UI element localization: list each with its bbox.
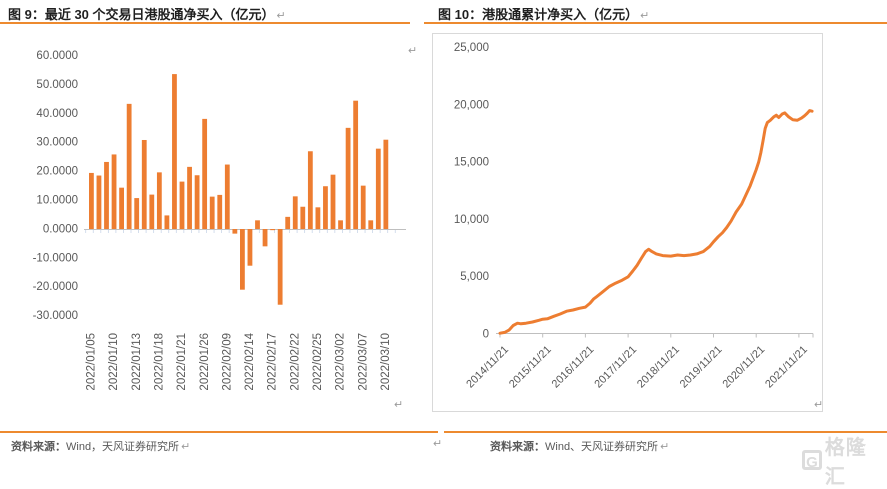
svg-text:5,000: 5,000 (460, 271, 489, 283)
svg-text:2022/01/26: 2022/01/26 (199, 333, 211, 391)
svg-text:2022/02/14: 2022/02/14 (244, 332, 256, 390)
svg-text:0: 0 (483, 329, 489, 341)
svg-text:15,000: 15,000 (454, 157, 489, 169)
paragraph-mark-icon: ↵ (394, 399, 404, 411)
source-text: Wind，天风证券研究所 (66, 441, 180, 453)
svg-text:20.0000: 20.0000 (36, 166, 78, 178)
gelonghui-watermark: G 格隆汇 (802, 431, 887, 489)
source-text: Wind、天风证券研究所 (545, 441, 659, 453)
svg-text:2022/03/07: 2022/03/07 (357, 333, 369, 391)
svg-text:2018/11/21: 2018/11/21 (635, 344, 682, 391)
svg-text:2022/01/18: 2022/01/18 (153, 333, 165, 391)
svg-text:2022/02/22: 2022/02/22 (289, 333, 301, 391)
figure10-title-rule (424, 22, 887, 24)
svg-text:2022/01/10: 2022/01/10 (108, 333, 120, 391)
source-label: 资料来源： (11, 441, 66, 453)
gelonghui-logo-icon: G (802, 450, 822, 471)
figure10-chart-area: 25,000 20,000 15,000 10,000 5,000 0 2014/11/21… (432, 33, 823, 412)
svg-text:60.0000: 60.0000 (36, 50, 78, 62)
svg-text:25,000: 25,000 (454, 42, 489, 54)
hk-connect-cumulative-net-buy-line-chart: 25,000 20,000 15,000 10,000 5,000 0 2014/11/21… (454, 42, 814, 391)
figure10-source: 资料来源：Wind、天风证券研究所 ↵ (490, 438, 669, 454)
svg-text:-10.0000: -10.0000 (33, 252, 78, 264)
svg-text:20,000: 20,000 (454, 99, 489, 111)
paragraph-mark-icon: ↵ (433, 438, 443, 450)
figure9-chart-area: 60.0000 50.0000 40.0000 30.0000 20.0000 10.00… (0, 30, 420, 430)
svg-text:2020/11/21: 2020/11/21 (720, 344, 767, 391)
source-label: 资料来源： (490, 441, 545, 453)
figure9-title-text: 图 9：最近 30 个交易日港股通净买入（亿元） (8, 7, 275, 22)
svg-text:2022/02/25: 2022/02/25 (312, 333, 324, 391)
svg-text:2019/11/21: 2019/11/21 (678, 344, 725, 391)
svg-text:0.0000: 0.0000 (43, 223, 78, 235)
figure10-title-text: 图 10：港股通累计净买入（亿元） (438, 7, 639, 22)
svg-text:2021/11/21: 2021/11/21 (763, 344, 810, 391)
svg-text:2016/11/21: 2016/11/21 (550, 344, 597, 391)
report-page: { "pilcrow": "↵", "figure9": { "title": … (0, 4, 887, 488)
svg-text:2022/03/10: 2022/03/10 (380, 333, 392, 391)
gelonghui-brand-text: 格隆汇 (824, 437, 867, 488)
svg-text:30.0000: 30.0000 (36, 137, 78, 149)
svg-text:2022/02/17: 2022/02/17 (267, 333, 279, 391)
svg-text:2022/01/21: 2022/01/21 (176, 333, 188, 391)
svg-text:50.0000: 50.0000 (36, 79, 78, 91)
svg-text:2022/02/09: 2022/02/09 (221, 333, 233, 391)
figure10-title: 图 10：港股通累计净买入（亿元） ↵ (438, 4, 649, 23)
figure9-title: 图 9：最近 30 个交易日港股通净买入（亿元） ↵ (8, 4, 286, 23)
svg-text:10.0000: 10.0000 (36, 195, 78, 207)
paragraph-mark-icon: ↵ (408, 45, 418, 57)
figure10-footer-rule (444, 431, 887, 433)
svg-text:2022/01/05: 2022/01/05 (86, 333, 98, 391)
svg-text:2014/11/21: 2014/11/21 (464, 344, 511, 391)
svg-text:-20.0000: -20.0000 (33, 281, 78, 293)
paragraph-mark-icon: ↵ (181, 441, 191, 453)
paragraph-mark-icon: ↵ (660, 441, 670, 453)
svg-text:2022/01/13: 2022/01/13 (131, 333, 143, 391)
paragraph-mark-icon: ↵ (640, 10, 650, 22)
svg-text:-30.0000: -30.0000 (33, 310, 78, 322)
figure9-source: 资料来源：Wind，天风证券研究所 ↵ (11, 438, 190, 454)
svg-text:40.0000: 40.0000 (36, 108, 78, 120)
svg-text:10,000: 10,000 (454, 214, 489, 226)
figure9-title-rule (0, 22, 410, 24)
paragraph-mark-icon: ↵ (814, 399, 824, 411)
svg-text:2017/11/21: 2017/11/21 (592, 344, 639, 391)
figure9-footer-rule (0, 431, 438, 433)
paragraph-mark-icon: ↵ (276, 10, 286, 22)
svg-text:2015/11/21: 2015/11/21 (507, 344, 554, 391)
hk-connect-daily-net-buy-bar-chart: 60.0000 50.0000 40.0000 30.0000 20.0000 10.00… (33, 50, 406, 391)
svg-text:2022/03/02: 2022/03/02 (335, 333, 347, 391)
